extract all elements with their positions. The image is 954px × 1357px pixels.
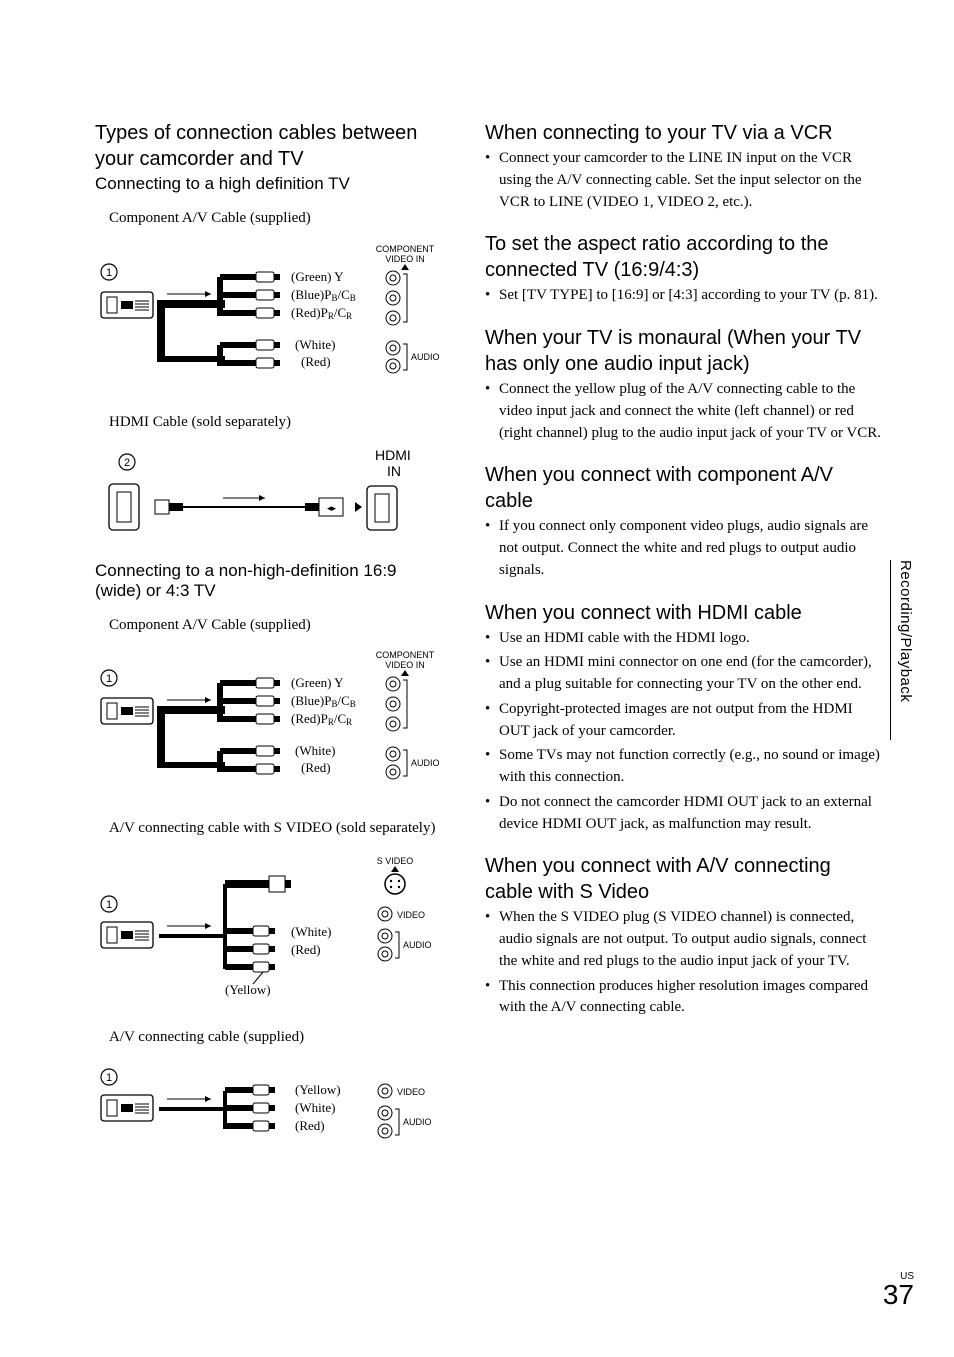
label-audio-av: AUDIO (403, 1117, 432, 1127)
cable3-title: Component A/V Cable (supplied) (109, 615, 445, 637)
cable4-title: A/V connecting cable with S VIDEO (sold … (109, 818, 445, 840)
diagram-component-av-nonhd: 1 (Green) Y (Blue)PB/CB (Red)PR/CR (Whit… (95, 650, 445, 800)
bullet-hdmi-5: Do not connect the camcorder HDMI OUT ja… (485, 792, 884, 836)
heading-monaural: When your TV is monaural (When your TV h… (485, 325, 884, 377)
bullet-hdmi-2: Use an HDMI mini connector on one end (f… (485, 652, 884, 696)
bullet-svideo-2: This connection produces higher resoluti… (485, 976, 884, 1020)
label-red-av: (Red) (295, 1118, 325, 1133)
bullet-comp-1: If you connect only component video plug… (485, 516, 884, 581)
svg-text:VIDEO IN: VIDEO IN (385, 660, 425, 670)
svg-text:(Red)PR/CR: (Red)PR/CR (291, 711, 352, 727)
left-column: Types of connection cables between your … (95, 120, 445, 1171)
svg-text:◂▸: ◂▸ (327, 503, 337, 513)
svg-text:1: 1 (106, 267, 112, 279)
bullet-hdmi-3: Copyright-protected images are not outpu… (485, 699, 884, 743)
diagram-component-av-hd: 1 (Green) Y (B (95, 244, 445, 394)
bullet-mono-1: Connect the yellow plug of the A/V conne… (485, 379, 884, 444)
svg-text:VIDEO IN: VIDEO IN (385, 254, 425, 264)
page-number: 37 (883, 1282, 914, 1307)
heading-hdmi: When you connect with HDMI cable (485, 600, 884, 626)
diagram-av-cable: 1 (Yellow) (White) (Red) VIDEO AUDIO (95, 1063, 445, 1153)
heading-svideo: When you connect with A/V connecting cab… (485, 853, 884, 905)
svg-text:AUDIO: AUDIO (411, 758, 440, 768)
label-red-prcr: (Red)PR/CR (291, 305, 352, 321)
cable5-title: A/V connecting cable (supplied) (109, 1027, 445, 1049)
label-svideo: S VIDEO (377, 856, 414, 866)
label-yellow-av: (Yellow) (295, 1082, 341, 1097)
svg-text:(Blue)PB/CB: (Blue)PB/CB (291, 693, 356, 709)
subheading-non-hd-tv: Connecting to a non-high-definition 16:9… (95, 561, 445, 601)
label-audio: AUDIO (411, 352, 440, 362)
label-red: (Red) (301, 354, 331, 369)
label-green-y: (Green) Y (291, 269, 344, 284)
diagram-hdmi: 2 ◂▸ HDMI IN (95, 448, 445, 543)
label-audio-sv: AUDIO (403, 940, 432, 950)
svg-text:1: 1 (106, 899, 112, 911)
label-video-av: VIDEO (397, 1087, 425, 1097)
label-yellow-sv: (Yellow) (225, 982, 271, 997)
label-white-sv: (White) (291, 924, 331, 939)
svg-text:(Red): (Red) (301, 760, 331, 775)
right-column: When connecting to your TV via a VCR Con… (485, 120, 884, 1171)
bullet-aspect-1: Set [TV TYPE] to [16:9] or [4:3] accordi… (485, 285, 884, 307)
diagram-av-svideo: S VIDEO 1 (White) (Red) (Yellow) (95, 854, 445, 1009)
svg-text:(Green) Y: (Green) Y (291, 675, 344, 690)
heading-vcr: When connecting to your TV via a VCR (485, 120, 884, 146)
svg-text:1: 1 (106, 1072, 112, 1084)
bullet-hdmi-4: Some TVs may not function correctly (e.g… (485, 745, 884, 789)
label-red-sv: (Red) (291, 942, 321, 957)
heading-component-av: When you connect with component A/V cabl… (485, 462, 884, 514)
label-white: (White) (295, 337, 335, 352)
label-hdmi: HDMI (375, 448, 411, 463)
svg-text:1: 1 (106, 673, 112, 685)
label-in: IN (387, 463, 401, 479)
label-blue-pbcb: (Blue)PB/CB (291, 287, 356, 303)
heading-cable-types: Types of connection cables between your … (95, 120, 445, 172)
cable1-title: Component A/V Cable (supplied) (109, 208, 445, 230)
bullet-hdmi-1: Use an HDMI cable with the HDMI logo. (485, 628, 884, 650)
heading-aspect-ratio: To set the aspect ratio according to the… (485, 231, 884, 283)
side-tab: Recording/Playback (890, 560, 914, 740)
cable2-title: HDMI Cable (sold separately) (109, 412, 445, 434)
page-footer: US 37 (883, 1271, 914, 1307)
label-white-av: (White) (295, 1100, 335, 1115)
svg-text:2: 2 (124, 457, 130, 469)
svg-text:(White): (White) (295, 743, 335, 758)
subheading-hd-tv: Connecting to a high definition TV (95, 174, 445, 194)
bullet-svideo-1: When the S VIDEO plug (S VIDEO channel) … (485, 907, 884, 972)
label-component-video-in: COMPONENT (376, 244, 435, 254)
bullet-vcr-1: Connect your camcorder to the LINE IN in… (485, 148, 884, 213)
label-video: VIDEO (397, 910, 425, 920)
svg-text:COMPONENT: COMPONENT (376, 650, 435, 660)
